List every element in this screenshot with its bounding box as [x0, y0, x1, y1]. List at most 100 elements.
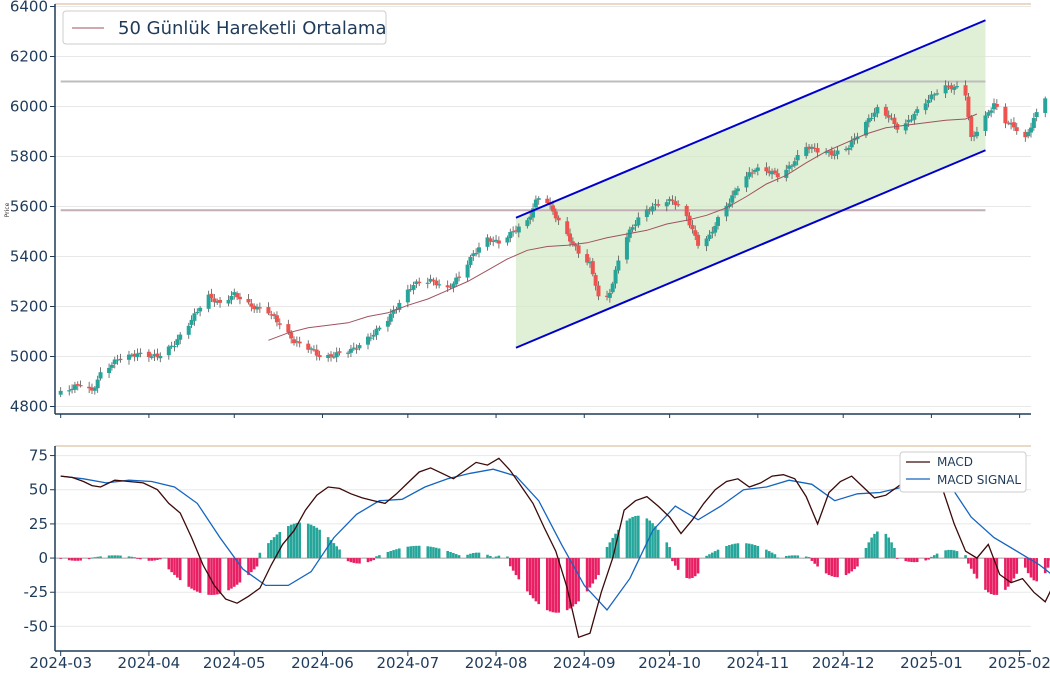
xtick-label: 2025-02 — [988, 654, 1050, 672]
candle-body — [713, 226, 717, 233]
candle-body — [705, 239, 709, 247]
macd-histogram-bar — [956, 551, 959, 558]
candle-body — [676, 204, 680, 205]
macd-histogram-bar — [1035, 558, 1038, 581]
macd-histogram-bar — [529, 558, 532, 595]
macd-histogram-bar — [113, 555, 116, 558]
macd-histogram-bar — [429, 547, 432, 558]
macd-histogram-bar — [227, 558, 230, 590]
candle-body — [417, 282, 421, 283]
macd-histogram-bar — [987, 558, 990, 592]
macd-histogram-bar — [375, 556, 378, 558]
macd-histogram-bar — [94, 557, 97, 558]
candle-body — [975, 132, 979, 136]
candle-body — [887, 115, 891, 118]
macd-histogram-bar — [213, 558, 216, 595]
candle-body — [1003, 107, 1007, 123]
candle-body — [565, 221, 569, 234]
macd-histogram-bar — [907, 558, 910, 562]
macd-histogram-bar — [555, 558, 558, 613]
macd-ytick-label: 0 — [38, 549, 48, 567]
candle-body — [690, 225, 694, 229]
macd-histogram-bar — [119, 556, 122, 559]
macd-histogram-bar — [193, 558, 196, 590]
macd-histogram-bar — [731, 544, 734, 558]
candle-body — [1032, 118, 1036, 128]
candle-body — [551, 205, 555, 211]
candle-body — [932, 94, 936, 95]
macd-histogram-bar — [586, 558, 589, 591]
macd-histogram-bar — [634, 516, 637, 558]
candle-body — [568, 234, 572, 242]
candle-body — [468, 257, 472, 265]
candle-body — [497, 240, 501, 243]
candle-body — [474, 253, 478, 254]
macd-histogram-bar — [694, 558, 697, 576]
candle-body — [955, 86, 959, 87]
macd-histogram-bar — [657, 530, 660, 558]
macd-histogram-bar — [873, 534, 876, 558]
macd-histogram-bar — [446, 551, 449, 558]
candle-body — [147, 352, 151, 357]
candle-body — [178, 335, 182, 340]
macd-histogram-bar — [947, 550, 950, 558]
macd-histogram-bar — [310, 525, 313, 558]
macd-histogram-bar — [557, 558, 560, 613]
macd-histogram-bar — [532, 558, 535, 598]
macd-histogram-bar — [976, 558, 979, 578]
macd-histogram-bar — [628, 518, 631, 558]
candle-body — [636, 217, 640, 225]
macd-histogram-bar — [904, 558, 907, 561]
macd-histogram-bar — [887, 538, 890, 559]
macd-histogram-bar — [489, 556, 492, 558]
macd-histogram-bar — [133, 557, 136, 558]
candle-body — [406, 290, 410, 303]
macd-histogram-bar — [478, 553, 481, 558]
candle-body — [577, 245, 581, 253]
macd-histogram-bar — [233, 558, 236, 587]
candle-body — [1012, 122, 1016, 127]
macd-histogram-bar — [546, 558, 549, 610]
candle-body — [1026, 132, 1030, 136]
macd-histogram-bar — [589, 558, 592, 587]
macd-histogram-bar — [256, 558, 259, 566]
candle-body — [645, 209, 649, 217]
candle-body — [571, 241, 575, 244]
macd-histogram-bar — [435, 548, 438, 558]
candle-body — [318, 355, 322, 357]
macd-histogram-bar — [239, 558, 242, 582]
macd-histogram-bar — [794, 555, 797, 558]
candle-body — [670, 200, 674, 201]
candle-body — [477, 247, 481, 252]
macd-histogram-bar — [953, 550, 956, 558]
macd-histogram-bar — [631, 517, 634, 558]
candle-body — [614, 270, 618, 284]
candle-body — [258, 307, 262, 308]
xtick-label: 2024-04 — [118, 654, 181, 672]
macd-histogram-bar — [455, 554, 458, 558]
macd-histogram-bar — [426, 546, 429, 558]
candle-body — [329, 354, 333, 357]
candle-body — [952, 87, 956, 90]
macd-histogram-bar — [833, 558, 836, 577]
macd-histogram-bar — [674, 558, 677, 566]
candle-body — [554, 211, 558, 218]
xtick-label: 2024-10 — [638, 654, 701, 672]
macd-histogram-bar — [415, 546, 418, 558]
macd-histogram-bar — [1007, 558, 1010, 587]
macd-legend-label: MACD — [937, 455, 973, 469]
macd-histogram-bar — [535, 558, 538, 601]
xtick-label: 2024-05 — [203, 654, 266, 672]
macd-histogram-bar — [856, 558, 859, 566]
macd-histogram-bar — [1010, 558, 1013, 583]
macd-histogram-bar — [757, 546, 760, 558]
candle-body — [608, 293, 612, 298]
candle-body — [969, 117, 973, 137]
macd-histogram-bar — [970, 558, 973, 569]
macd-histogram-bar — [378, 555, 381, 558]
candle-body — [238, 297, 242, 299]
macd-histogram-bar — [845, 558, 848, 575]
macd-histogram-bar — [853, 558, 856, 569]
candle-body — [375, 329, 379, 335]
